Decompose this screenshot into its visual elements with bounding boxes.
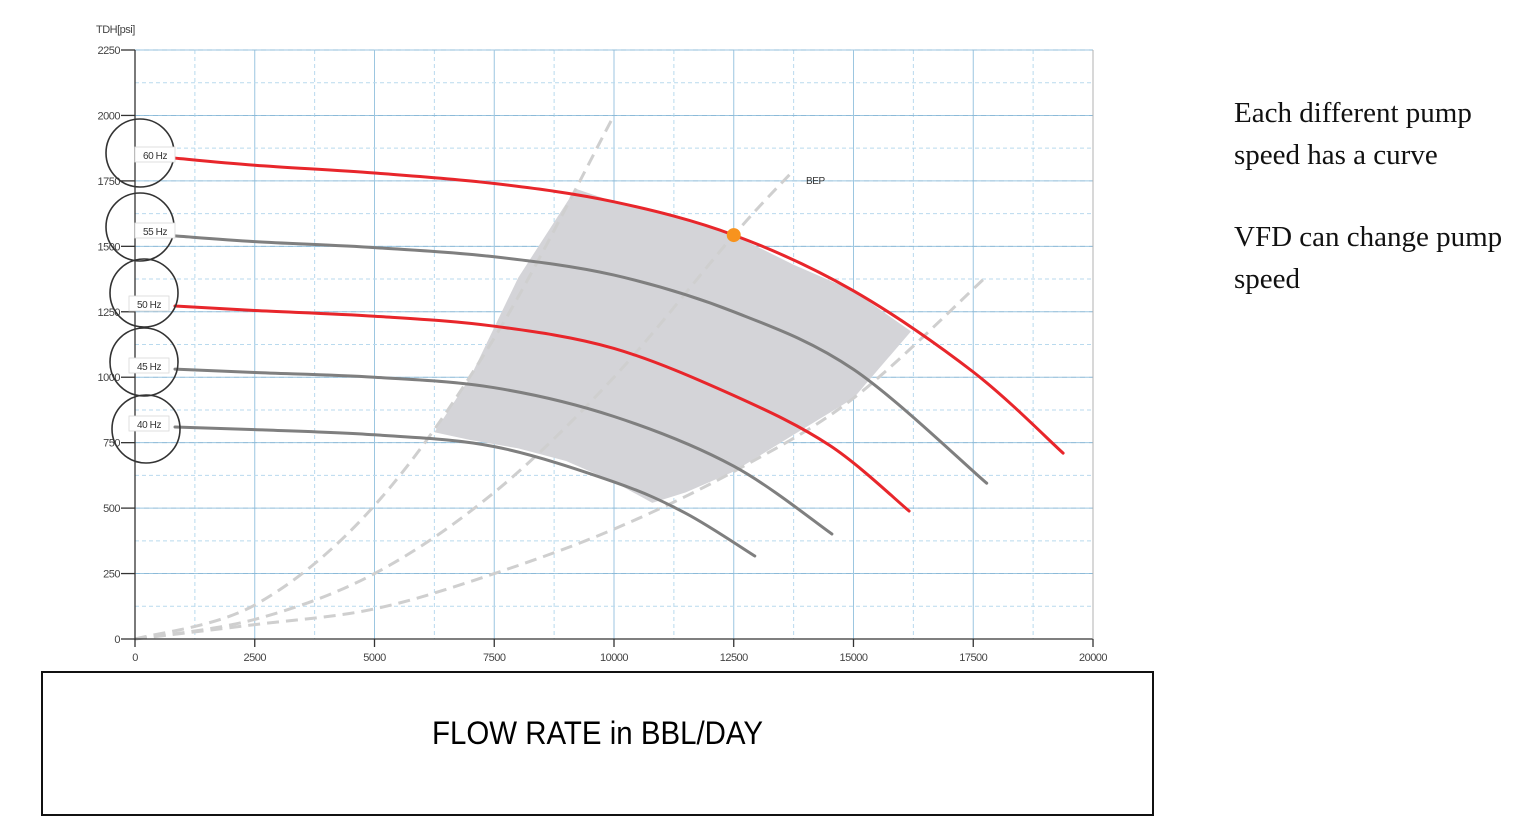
x-axis-label: FLOW RATE in BBL/DAY xyxy=(432,715,763,751)
x-axis-label-box: FLOW RATE in BBL/DAY xyxy=(41,671,1154,816)
x-tick-label: 10000 xyxy=(600,652,628,664)
curve-50hz xyxy=(173,304,911,513)
note-pump-speed-curves: Each different pump speed has a curve xyxy=(1234,97,1472,171)
curve-label-circle xyxy=(109,258,179,328)
system-curves xyxy=(134,114,987,641)
curve-label-50hz: 50 Hz xyxy=(137,300,162,311)
system-curve-min xyxy=(134,114,616,641)
speed-curves xyxy=(173,156,1065,558)
y-tick-label: 0 xyxy=(114,634,120,646)
y-tick-label: 1750 xyxy=(98,176,121,188)
x-tick-label: 7500 xyxy=(483,652,506,664)
curve-60hz xyxy=(173,156,1065,455)
x-tick-label: 17500 xyxy=(959,652,987,664)
y-axis-label: TDH[psi] xyxy=(96,24,135,36)
curve-label-45hz: 45 Hz xyxy=(137,362,162,373)
x-tick-label: 2500 xyxy=(244,652,267,664)
bep-point-marker xyxy=(726,228,741,243)
curve-label-55hz: 55 Hz xyxy=(143,227,168,238)
slide-notes: Each different pump speed has a curve VF… xyxy=(1234,92,1534,340)
y-tick-label: 2250 xyxy=(98,45,121,57)
system-curve-bep xyxy=(134,169,795,641)
system-curve-max xyxy=(134,276,987,641)
curve-label-40hz: 40 Hz xyxy=(137,420,162,431)
bep-label: BEP xyxy=(806,176,826,187)
curve-label-circle xyxy=(111,394,181,464)
curve-label-60hz: 60 Hz xyxy=(143,151,168,162)
operating-range-region xyxy=(434,188,911,503)
curve-45hz xyxy=(173,367,834,536)
curve-labels: 60 Hz 55 Hz 50 Hz 45 Hz 40 Hz xyxy=(105,118,181,464)
x-tick-label: 15000 xyxy=(839,652,867,664)
note-vfd-change-speed: VFD can change pump speed xyxy=(1234,221,1503,295)
curve-40hz xyxy=(173,425,757,558)
curve-55hz xyxy=(173,234,989,485)
x-tick-label: 12500 xyxy=(720,652,748,664)
y-tick-label: 250 xyxy=(103,569,120,581)
y-tick-label: 2000 xyxy=(98,110,121,122)
x-tick-label: 5000 xyxy=(363,652,386,664)
x-tick-label: 0 xyxy=(132,652,138,664)
curve-label-circle xyxy=(109,327,179,397)
x-tick-label: 20000 xyxy=(1079,652,1107,664)
y-tick-label: 500 xyxy=(103,503,120,515)
